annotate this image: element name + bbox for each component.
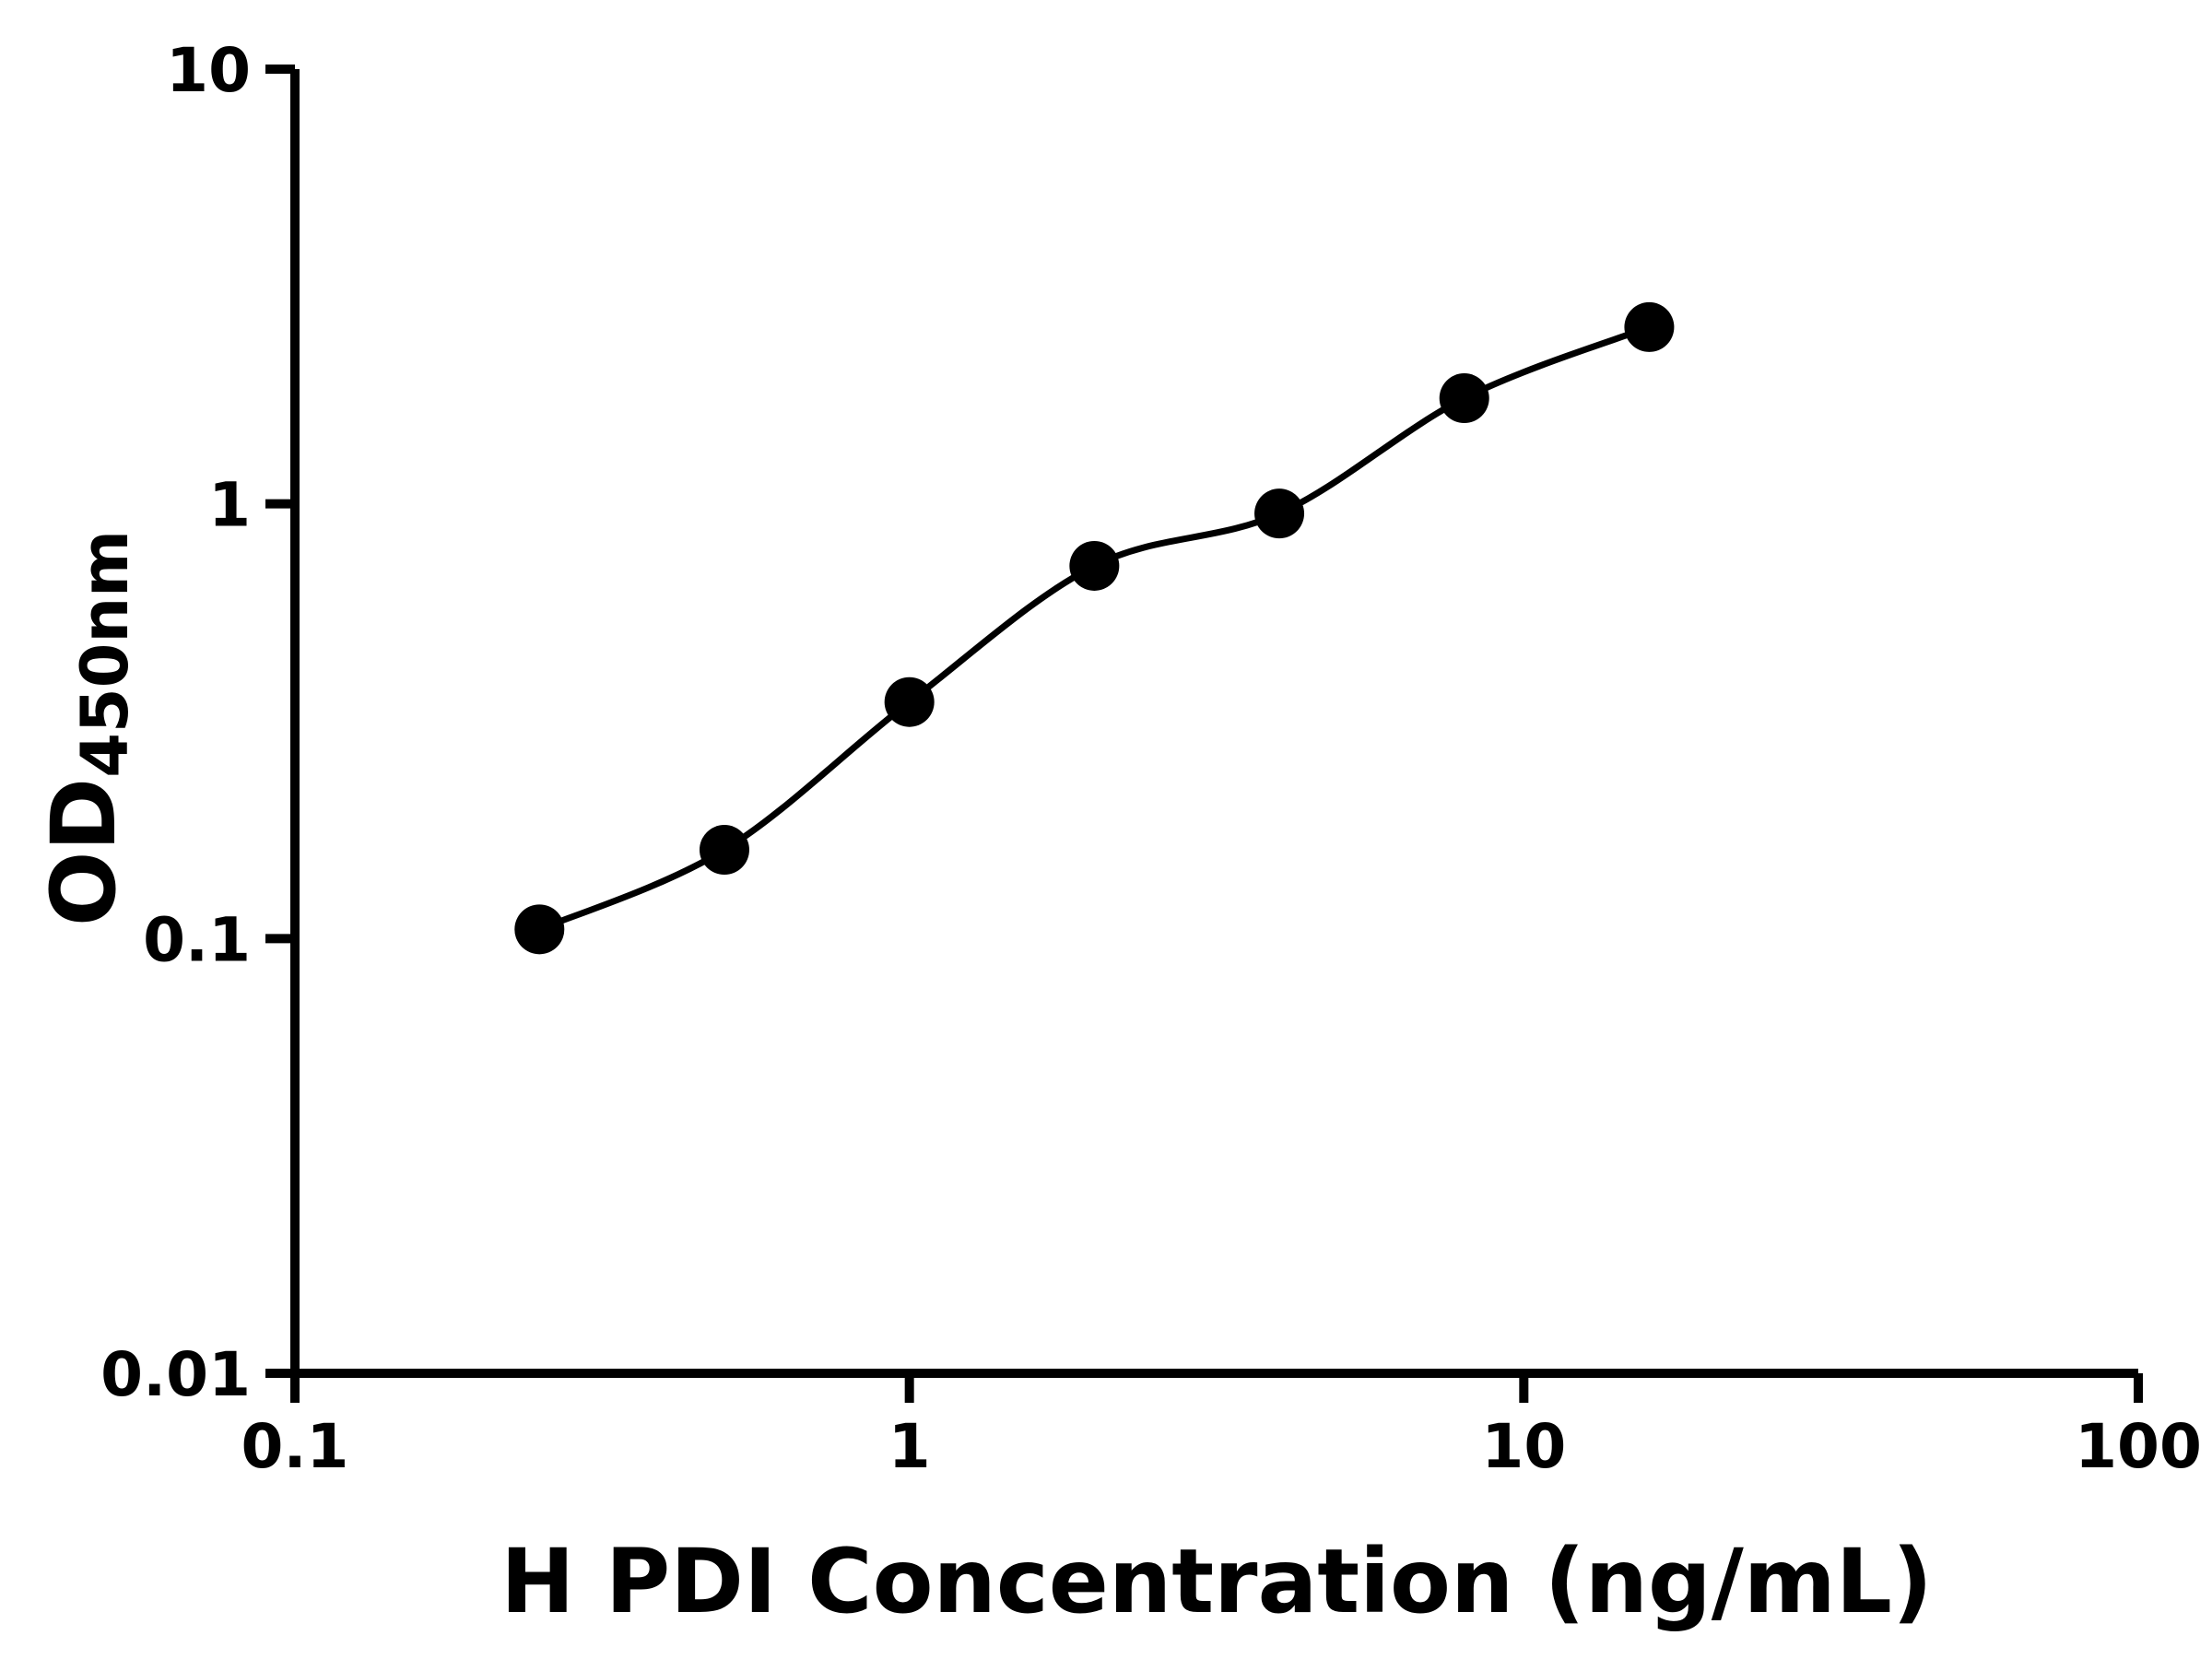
data-point [1254,488,1305,539]
x-axis-tick-label: 1 [888,1411,931,1482]
y-axis-tick-label: 0.1 [143,904,251,975]
y-axis-tick-label: 10 [166,35,251,106]
data-point [1069,540,1120,591]
y-axis-title-subscript: 450nm [67,529,143,778]
y-axis-tick-label: 1 [208,470,251,541]
y-axis-title-main: OD [32,777,135,927]
x-axis-tick-label: 10 [1481,1411,1566,1482]
data-point [1624,301,1675,352]
data-point [514,904,565,955]
y-axis-title: OD450nm [32,530,143,926]
x-axis-title: H PDI Concentration (ng/mL) [500,1530,1933,1633]
x-axis-tick-label: 0.1 [241,1411,349,1482]
data-point [1439,373,1489,424]
x-axis-tick-label: 100 [2075,1411,2202,1482]
data-point [699,825,749,876]
y-axis-tick-label: 0.01 [100,1339,251,1410]
data-point [884,677,935,727]
